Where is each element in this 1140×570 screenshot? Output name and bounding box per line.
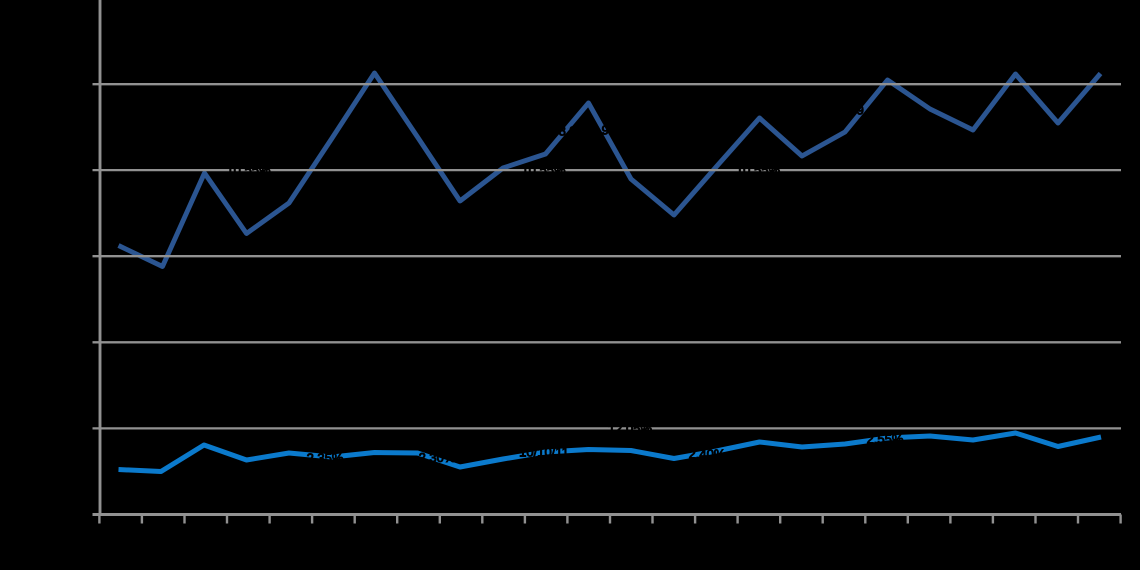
svg-text:10.55%: 10.55% [226, 163, 271, 178]
svg-text:10.55%: 10.55% [521, 163, 566, 178]
svg-text:2.40%: 2.40% [689, 447, 726, 462]
svg-text:8.95%: 8.95% [559, 124, 596, 139]
svg-text:10/10/11: 10/10/11 [519, 445, 569, 460]
svg-text:9.15%: 9.15% [602, 123, 639, 138]
svg-text:10.55%: 10.55% [736, 163, 781, 178]
svg-text:9.45%: 9.45% [857, 103, 894, 118]
svg-text:2.35%: 2.35% [307, 451, 344, 466]
svg-text:2.30%: 2.30% [419, 450, 456, 465]
svg-text:12.05%: 12.05% [608, 421, 653, 436]
svg-text:2.55%: 2.55% [867, 432, 904, 447]
